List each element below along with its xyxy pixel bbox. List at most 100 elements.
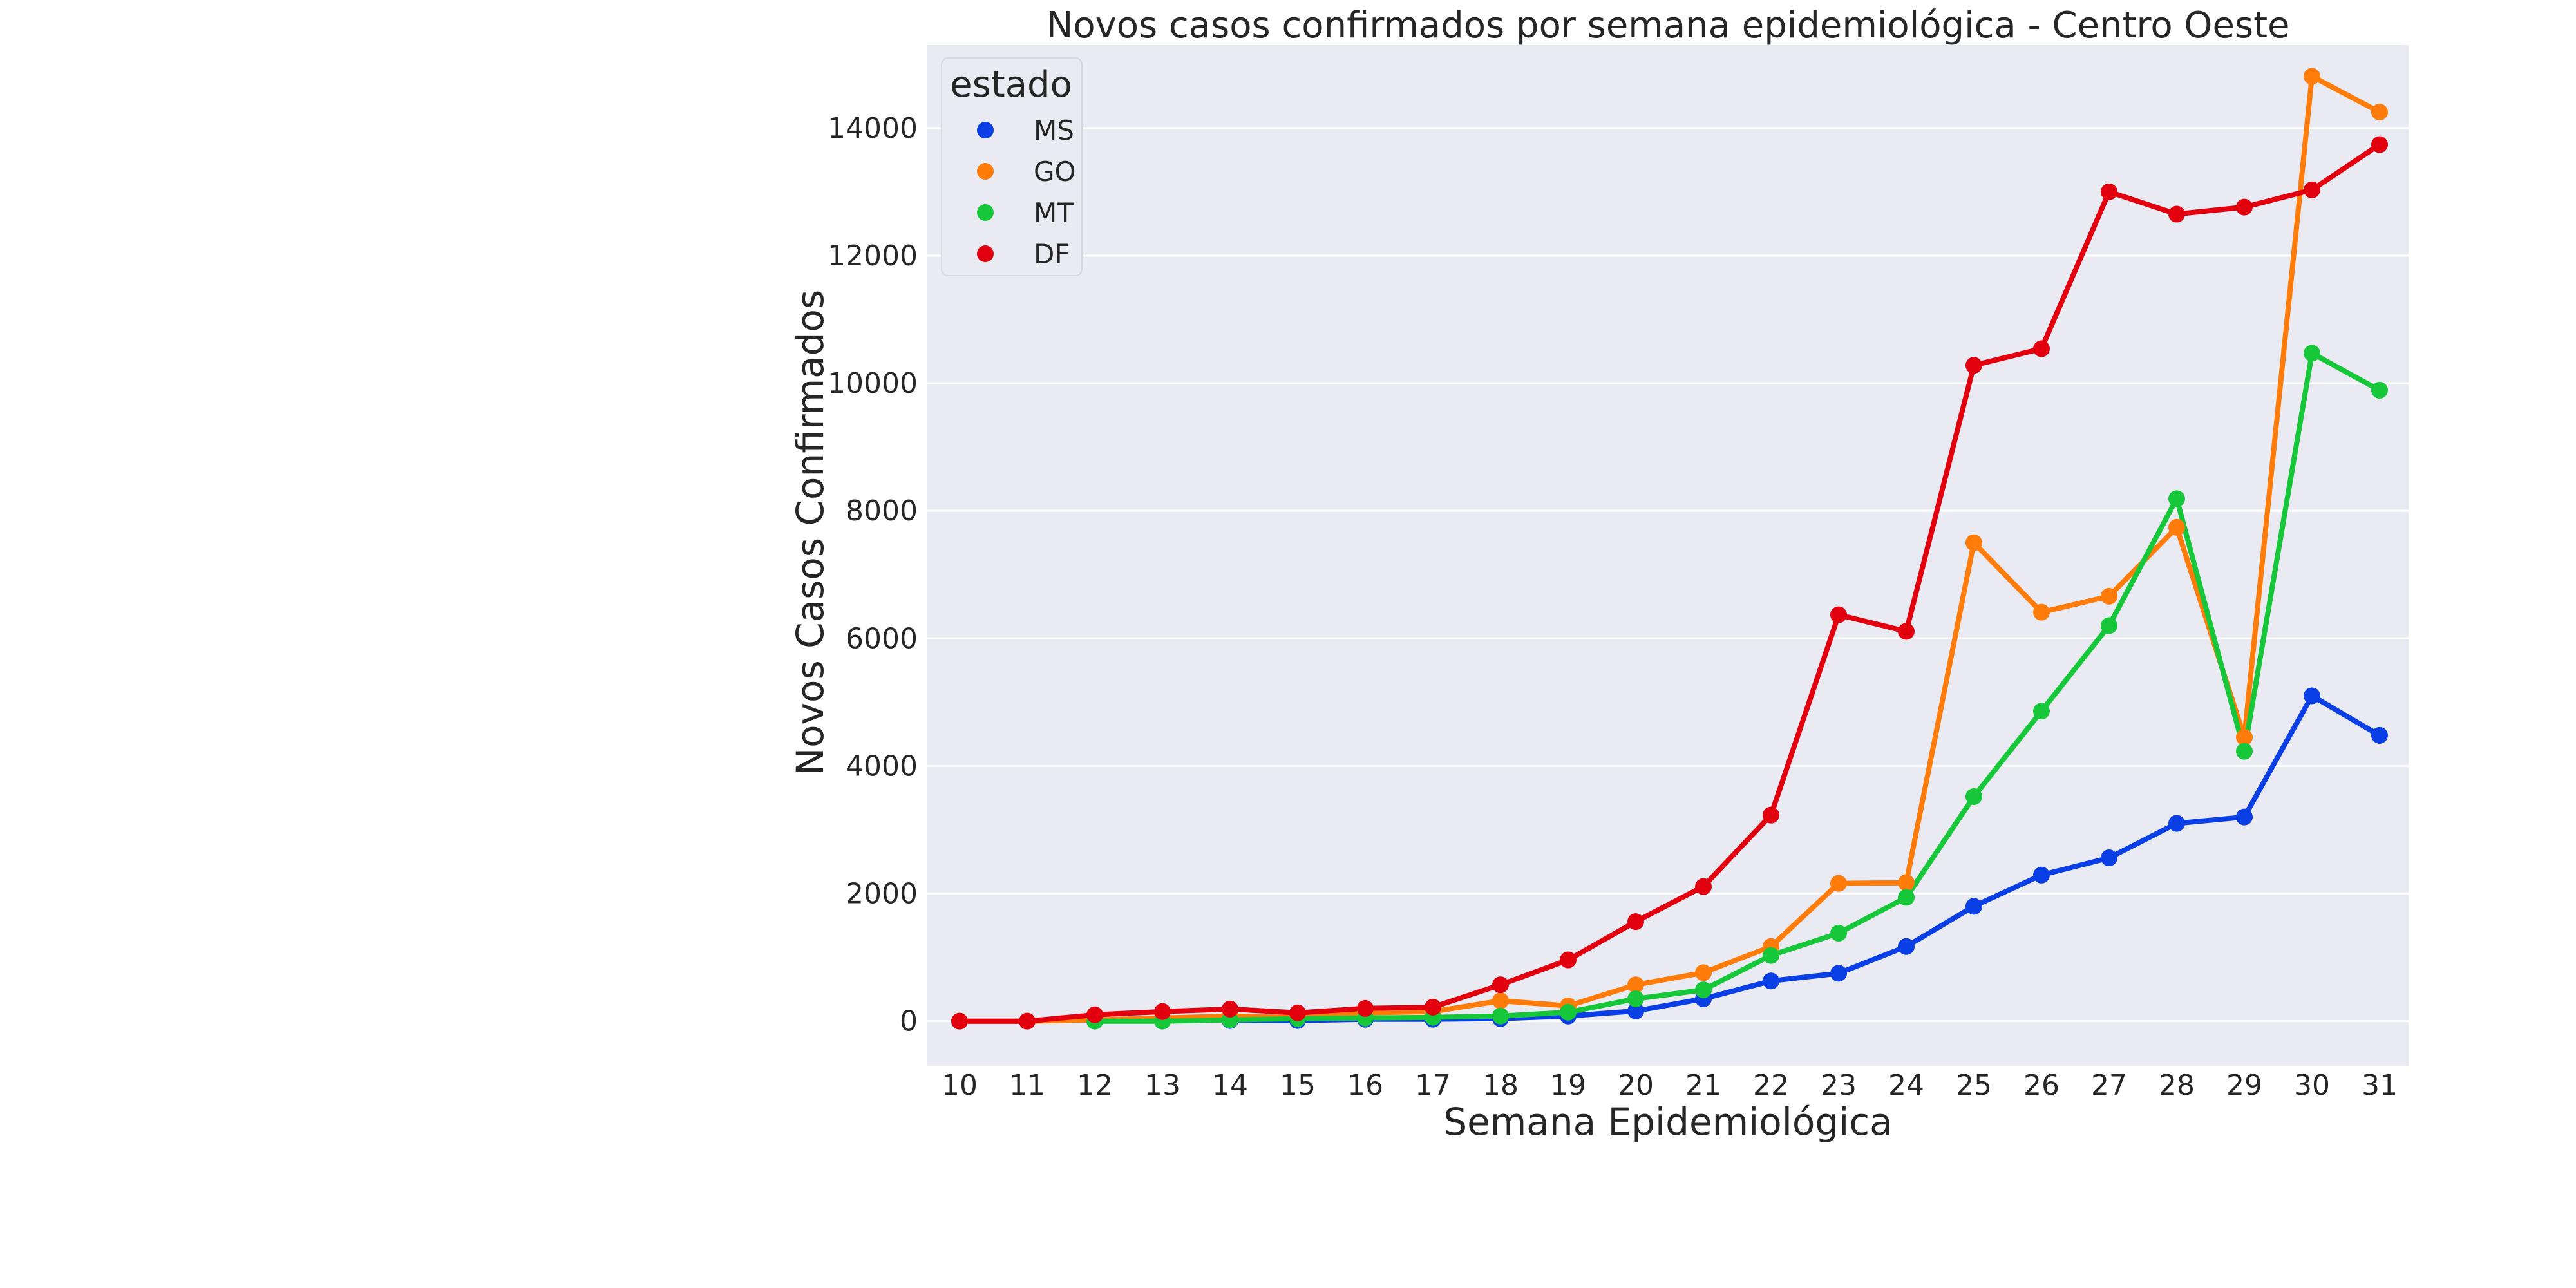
data-point-mt — [1492, 1007, 1509, 1025]
data-point-ms — [2033, 866, 2050, 884]
legend: estado MS GO MT DF — [941, 57, 1083, 276]
data-point-ms — [2101, 849, 2117, 867]
data-point-mt — [1898, 889, 1915, 906]
x-tick-label: 31 — [2362, 1069, 2398, 1102]
x-axis-label: Semana Epidemiológica — [1443, 1100, 1892, 1144]
data-point-go — [1492, 992, 1509, 1009]
data-point-ms — [2236, 808, 2253, 826]
data-point-df — [1357, 999, 1374, 1017]
legend-box — [941, 57, 1083, 276]
series-lines — [957, 73, 2382, 1024]
plot-area — [927, 45, 2409, 1066]
data-point-df — [1898, 623, 1915, 640]
data-point-go — [1695, 964, 1712, 981]
legend-marker-df — [977, 245, 994, 262]
data-point-mt — [2101, 617, 2117, 634]
legend-label-go: GO — [1034, 156, 1076, 187]
data-point-df — [2304, 181, 2320, 198]
y-axis-label: Novos Casos Confirmados — [788, 290, 832, 775]
y-tick-label: 2000 — [846, 878, 918, 911]
x-tick-label: 14 — [1212, 1069, 1248, 1102]
data-point-ms — [2304, 687, 2320, 705]
data-point-mt — [1695, 981, 1712, 999]
series-line-df — [957, 142, 2382, 1024]
x-tick-label: 24 — [1888, 1069, 1924, 1102]
data-point-ms — [1965, 898, 1982, 915]
x-tick-label: 11 — [1009, 1069, 1045, 1102]
y-tick-label: 4000 — [846, 750, 918, 782]
data-point-mt — [2304, 345, 2320, 362]
series-line-mt — [1092, 350, 2382, 1024]
y-tick-label: 8000 — [846, 495, 918, 527]
data-point-df — [1086, 1006, 1103, 1023]
y-tick-label: 12000 — [828, 240, 918, 272]
data-point-df — [1222, 1000, 1238, 1018]
data-point-df — [1154, 1003, 1171, 1020]
data-point-ms — [1898, 938, 1915, 955]
x-tick-label: 12 — [1077, 1069, 1113, 1102]
y-tick-labels: 0 2000 4000 6000 8000 10000 12000 14000 — [828, 112, 918, 1038]
x-tick-label: 25 — [1956, 1069, 1992, 1102]
x-tick-label: 28 — [2159, 1069, 2195, 1102]
data-point-ms — [2371, 726, 2388, 744]
data-point-go — [2168, 518, 2185, 536]
legend-marker-go — [977, 163, 994, 180]
data-point-mt — [2371, 381, 2388, 399]
y-tick-label: 14000 — [828, 112, 918, 145]
data-point-df — [2033, 340, 2050, 357]
x-tick-label: 13 — [1144, 1069, 1180, 1102]
legend-title: estado — [950, 64, 1072, 106]
legend-label-df: DF — [1034, 238, 1070, 270]
data-point-ms — [1627, 1002, 1644, 1019]
data-point-mt — [2168, 490, 2185, 507]
y-tick-label: 0 — [900, 1005, 918, 1038]
data-point-df — [2236, 198, 2253, 216]
data-point-mt — [1627, 990, 1644, 1007]
data-point-df — [1289, 1004, 1306, 1021]
data-point-mt — [2236, 743, 2253, 760]
x-tick-label: 15 — [1280, 1069, 1316, 1102]
x-tick-label: 29 — [2226, 1069, 2262, 1102]
legend-marker-ms — [977, 122, 994, 138]
data-point-df — [1560, 951, 1577, 969]
data-point-df — [1965, 357, 1982, 374]
data-point-df — [1763, 806, 1779, 824]
x-tick-label: 23 — [1821, 1069, 1857, 1102]
data-point-df — [1695, 878, 1712, 895]
x-tick-label: 10 — [942, 1069, 978, 1102]
x-tick-label: 22 — [1753, 1069, 1789, 1102]
data-point-df — [951, 1012, 968, 1030]
data-point-ms — [1763, 972, 1779, 990]
chart-title: Novos casos confirmados por semana epide… — [1046, 5, 2289, 46]
legend-items: MS GO MT DF — [977, 115, 1076, 270]
x-tick-labels: 10 11 12 13 14 15 16 17 18 19 20 21 22 23 24 25 26 27 28 29… — [942, 1069, 2398, 1102]
x-tick-label: 30 — [2294, 1069, 2330, 1102]
data-point-go — [2101, 587, 2117, 605]
legend-marker-mt — [977, 204, 994, 221]
data-point-mt — [1965, 788, 1982, 805]
data-point-df — [2371, 136, 2388, 153]
legend-label-mt: MT — [1034, 197, 1074, 229]
x-tick-label: 20 — [1618, 1069, 1654, 1102]
data-point-go — [2304, 68, 2320, 85]
data-point-go — [1898, 874, 1915, 891]
y-tick-label: 10000 — [828, 367, 918, 400]
data-point-df — [1425, 998, 1441, 1016]
data-point-mt — [2033, 703, 2050, 720]
data-point-df — [2101, 183, 2117, 200]
x-tick-label: 18 — [1482, 1069, 1519, 1102]
data-point-go — [1965, 534, 1982, 551]
data-point-ms — [1830, 965, 1847, 982]
x-tick-label: 19 — [1550, 1069, 1586, 1102]
data-point-df — [1492, 976, 1509, 994]
data-point-go — [2033, 603, 2050, 621]
data-point-go — [2236, 728, 2253, 746]
x-tick-label: 16 — [1347, 1069, 1383, 1102]
y-tick-label: 6000 — [846, 622, 918, 655]
data-point-mt — [1830, 924, 1847, 942]
data-point-go — [1830, 875, 1847, 892]
data-point-df — [1627, 913, 1644, 931]
data-point-df — [2168, 205, 2185, 223]
x-tick-label: 27 — [2091, 1069, 2127, 1102]
